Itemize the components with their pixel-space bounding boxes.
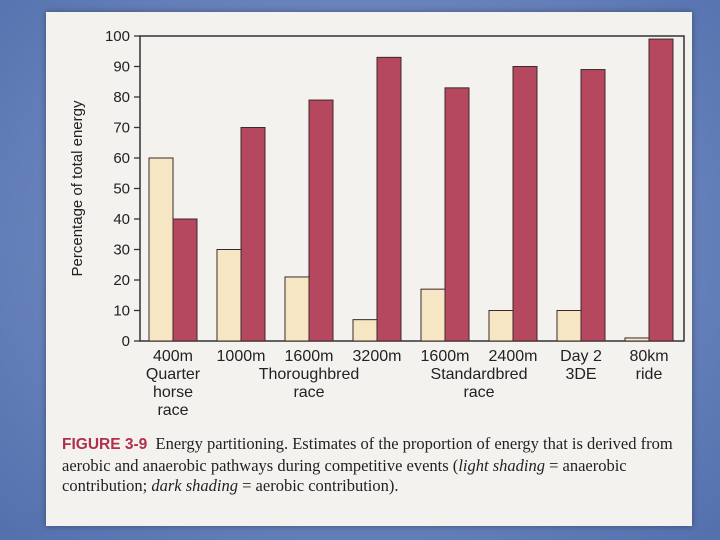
- y-tick-label: 100: [105, 28, 130, 45]
- bar-anaerobic: [488, 310, 514, 342]
- figure-panel: 0 10 20 30 40 50 60 70 80 90 100 Percentage of tota…: [46, 12, 692, 526]
- y-axis-label: Percentage of total energy: [69, 100, 86, 276]
- x-category-label: horse: [153, 384, 193, 401]
- bar-anaerobic: [420, 288, 446, 342]
- bar-aerobic: [648, 38, 674, 342]
- x-group-label: Thoroughbred: [259, 366, 360, 383]
- y-tick-label: 0: [122, 333, 130, 350]
- x-category-label: 1000m: [217, 348, 266, 365]
- x-group-label: race: [463, 384, 494, 401]
- caption-text: Energy partitioning. Estimates of the pr…: [62, 434, 673, 475]
- bar-chart: 0 10 20 30 40 50 60 70 80 90 100 Percentage of tota…: [69, 28, 685, 419]
- y-tick-label: 20: [113, 272, 130, 289]
- x-category-label: Quarter: [146, 366, 201, 383]
- x-group-label: race: [293, 384, 324, 401]
- bar-aerobic: [172, 218, 198, 342]
- x-category-label: 3200m: [353, 348, 402, 365]
- bar-aerobic: [240, 127, 266, 342]
- y-tick-label: 70: [113, 120, 130, 137]
- bar-aerobic: [376, 56, 402, 342]
- x-category-label: 1600m: [421, 348, 470, 365]
- y-tick-label: 10: [113, 303, 130, 320]
- bar-anaerobic: [556, 310, 582, 342]
- y-tick-label: 60: [113, 150, 130, 167]
- y-tick-label: 80: [113, 89, 130, 106]
- y-tick-label: 90: [113, 59, 130, 76]
- caption-dark-def: = aerobic contribution).: [238, 476, 399, 495]
- caption-dark-term: dark shading: [151, 476, 238, 495]
- x-category-label: 3DE: [565, 366, 596, 383]
- bar-aerobic: [308, 99, 334, 342]
- x-category-label: 2400m: [489, 348, 538, 365]
- bar-anaerobic: [216, 249, 242, 342]
- x-category-label: 1600m: [285, 348, 334, 365]
- bar-anaerobic: [148, 157, 174, 342]
- x-category-label: 400m: [153, 348, 193, 365]
- bar-anaerobic: [624, 337, 650, 342]
- bar-aerobic: [444, 87, 470, 342]
- y-tick-label: 40: [113, 211, 130, 228]
- y-tick-label: 30: [113, 242, 130, 259]
- x-category-label: 80km: [629, 348, 668, 365]
- bar-anaerobic: [284, 276, 310, 342]
- x-category-label: Day 2: [560, 348, 602, 365]
- x-group-label: Standardbred: [431, 366, 528, 383]
- x-category-label: race: [157, 402, 188, 419]
- caption-light-term: light shading: [458, 455, 545, 475]
- bar-aerobic: [580, 69, 606, 342]
- bar-anaerobic: [352, 319, 378, 342]
- figure-number: FIGURE 3-9: [62, 436, 148, 453]
- x-category-label: ride: [636, 366, 663, 383]
- figure-caption: FIGURE 3-9 Energy partitioning. Estimate…: [62, 434, 682, 497]
- y-tick-label: 50: [113, 181, 130, 198]
- caption-light-def: = anaerobic contribution;: [62, 455, 627, 496]
- bar-aerobic: [512, 66, 538, 342]
